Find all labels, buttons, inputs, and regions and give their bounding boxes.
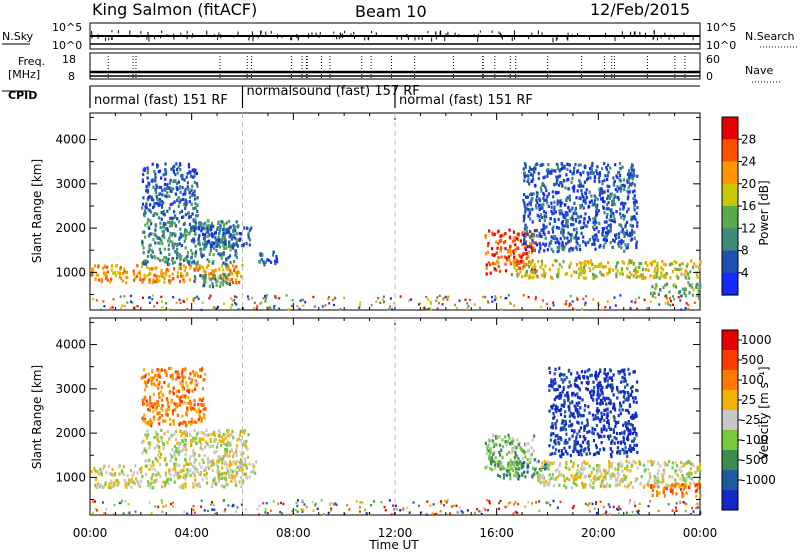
y-tick-label: 1000: [55, 265, 86, 279]
nave-label: Nave: [745, 64, 773, 77]
velocity-panel: 1000 2000 3000 4000: [55, 317, 702, 516]
x-axis-label: Time UT: [368, 538, 419, 552]
cpid-segment-label: normal (fast) 151 RF: [94, 93, 228, 108]
colorbar-swatch: [722, 161, 738, 185]
colorbar-swatch: [722, 250, 738, 274]
x-axis-ticks: 00:00 04:00 08:00 12:00 16:00 20:00 00:00: [73, 526, 718, 540]
cpid-segment-label: normalsound (fast) 157 RF: [247, 84, 420, 99]
x-tick-label: 08:00: [276, 526, 311, 540]
y-tick-label: 2000: [55, 221, 86, 235]
freq-label: Freq.: [18, 55, 45, 68]
nave-tick-high: 60: [706, 53, 720, 66]
x-tick-label: 20:00: [581, 526, 616, 540]
x-tick-label: 12:00: [378, 526, 413, 540]
colorbar-tick-label: -500: [741, 453, 768, 467]
colorbar-swatch: [722, 350, 738, 371]
colorbar-tick-label: 4: [741, 266, 749, 280]
colorbar-swatch: [722, 390, 738, 411]
x-tick-label: 00:00: [73, 526, 108, 540]
x-tick-label: 16:00: [479, 526, 514, 540]
colorbar-tick-label: -1000: [741, 473, 776, 487]
colorbar-tick-label: 1000: [741, 333, 772, 347]
velocity-colorbar-label: Velocity [m s⁻¹]: [757, 366, 771, 459]
nsky-tick-low: 10^0: [52, 39, 82, 52]
beam-label: Beam 10: [355, 2, 427, 21]
power-colorbar-label: Power [dB]: [757, 180, 771, 245]
y-tick-label: 3000: [55, 177, 86, 191]
colorbar-tick-label: -100: [741, 433, 768, 447]
colorbar-swatch: [722, 206, 738, 229]
colorbar-swatch: [722, 430, 738, 451]
colorbar-swatch: [722, 470, 738, 491]
nsky-panel: [89, 22, 701, 50]
colorbar-tick-label: 25: [741, 393, 756, 407]
nsearch-label: N.Search: [745, 30, 795, 43]
freq-panel: [89, 52, 701, 80]
colorbar-swatch: [722, 330, 738, 351]
power-axes: 1000 2000 3000 4000: [55, 113, 701, 310]
colorbar-swatch: [722, 117, 738, 140]
nsearch-tick-low: 10^0: [706, 39, 736, 52]
colorbar-swatch: [722, 272, 738, 296]
velocity-cells: [90, 366, 702, 516]
freq-tick-low: 8: [68, 70, 75, 83]
colorbar-tick-label: 8: [741, 244, 749, 258]
plot-title: King Salmon (fitACF): [92, 0, 257, 19]
colorbar-swatch: [722, 228, 738, 252]
nsky-trace: [90, 30, 700, 45]
colorbar-tick-label: 24: [741, 155, 756, 169]
cpid-segment-label: normal (fast) 151 RF: [399, 93, 533, 108]
nsearch-tick-high: 10^5: [706, 21, 736, 34]
colorbar-tick-label: 500: [741, 353, 764, 367]
colorbar-swatch: [722, 450, 738, 471]
y-tick-label: 4000: [55, 338, 86, 352]
power-y-axis-label: Slant Range [km]: [30, 159, 44, 263]
velocity-colorbar: 1000 500 100 25 -25 -100 -500 -1000: [721, 329, 776, 511]
cpid-label: CPID: [8, 89, 37, 102]
colorbar-tick-label: 28: [741, 132, 756, 146]
colorbar-swatch: [722, 410, 738, 431]
nave-tick-low: 0: [706, 70, 713, 83]
x-tick-label: 00:00: [683, 526, 718, 540]
colorbar-tick-label: 16: [741, 199, 756, 213]
power-panel: 1000 2000 3000 4000: [55, 112, 702, 312]
y-tick-label: 2000: [55, 426, 86, 440]
y-tick-label: 3000: [55, 382, 86, 396]
freq-tick-high: 18: [62, 53, 76, 66]
velocity-y-axis-label: Slant Range [km]: [30, 365, 44, 469]
power-cells: [90, 161, 702, 312]
colorbar-swatch: [722, 490, 738, 511]
nsky-tick-high: 10^5: [52, 21, 82, 34]
colorbar-swatch: [722, 183, 738, 207]
colorbar-tick-label: 100: [741, 373, 764, 387]
power-colorbar: 4 8 12 16 20 24 28: [721, 116, 756, 296]
colorbar-swatch: [722, 139, 738, 163]
nsky-label: N.Sky: [2, 30, 34, 43]
colorbar-swatch: [722, 370, 738, 391]
freq-trace: [90, 56, 700, 78]
y-tick-label: 4000: [55, 133, 86, 147]
velocity-axes: 1000 2000 3000 4000: [55, 318, 701, 515]
colorbar-tick-label: 20: [741, 177, 756, 191]
date-label: 12/Feb/2015: [590, 0, 690, 19]
colorbar-tick-label: -25: [741, 413, 761, 427]
colorbar-tick-label: 12: [741, 221, 756, 235]
freq-unit: [MHz]: [8, 68, 40, 81]
x-tick-label: 04:00: [174, 526, 209, 540]
y-tick-label: 1000: [55, 470, 86, 484]
